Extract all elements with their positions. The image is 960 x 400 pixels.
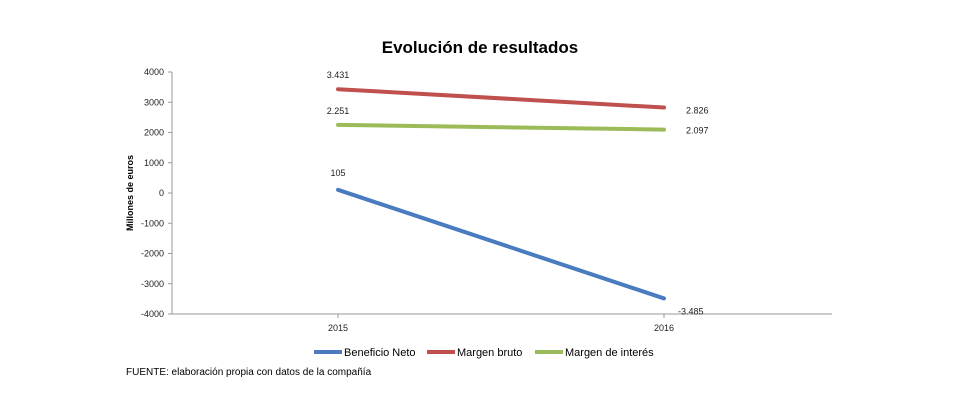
- series-line-1: [336, 87, 666, 110]
- data-label: 2.097: [686, 126, 709, 136]
- data-labels: 105 -3.485 3.431 2.826 2.251 2.097: [327, 70, 709, 316]
- data-label: 2.251: [327, 106, 350, 116]
- data-label: 3.431: [327, 70, 350, 80]
- chart-title: Evolución de resultados: [382, 38, 579, 57]
- y-tick-label: 3000: [144, 97, 164, 107]
- legend-entry: Margen bruto: [457, 347, 522, 359]
- source-note: FUENTE: elaboración propia con datos de …: [126, 367, 372, 378]
- y-tick-label: 1000: [144, 158, 164, 168]
- data-label: 105: [330, 168, 345, 178]
- legend-entry: Beneficio Neto: [344, 347, 416, 359]
- y-tick-label: 0: [159, 188, 164, 198]
- y-axis-title: Millones de euros: [125, 155, 135, 231]
- series-line-0: [336, 187, 666, 301]
- y-tick-label: -4000: [141, 309, 164, 319]
- y-tick-label: -1000: [141, 218, 164, 228]
- y-tick-label: -3000: [141, 279, 164, 289]
- y-tick-label: -2000: [141, 249, 164, 259]
- data-label: -3.485: [678, 306, 704, 316]
- y-tick-label: 4000: [144, 67, 164, 77]
- axes: 4000 3000 2000 1000 0 -1000 -2000 -3000 -4000 201…: [125, 67, 832, 333]
- data-label: 2.826: [686, 106, 709, 116]
- series-lines: [336, 87, 666, 301]
- legend: Beneficio Neto Margen bruto Margen de inte…: [314, 347, 654, 359]
- legend-entry: Margen de interés: [565, 347, 654, 359]
- x-tick-label: 2015: [328, 323, 348, 333]
- y-tick-label: 2000: [144, 128, 164, 138]
- x-tick-label: 2016: [654, 323, 674, 333]
- series-line-2: [336, 122, 666, 132]
